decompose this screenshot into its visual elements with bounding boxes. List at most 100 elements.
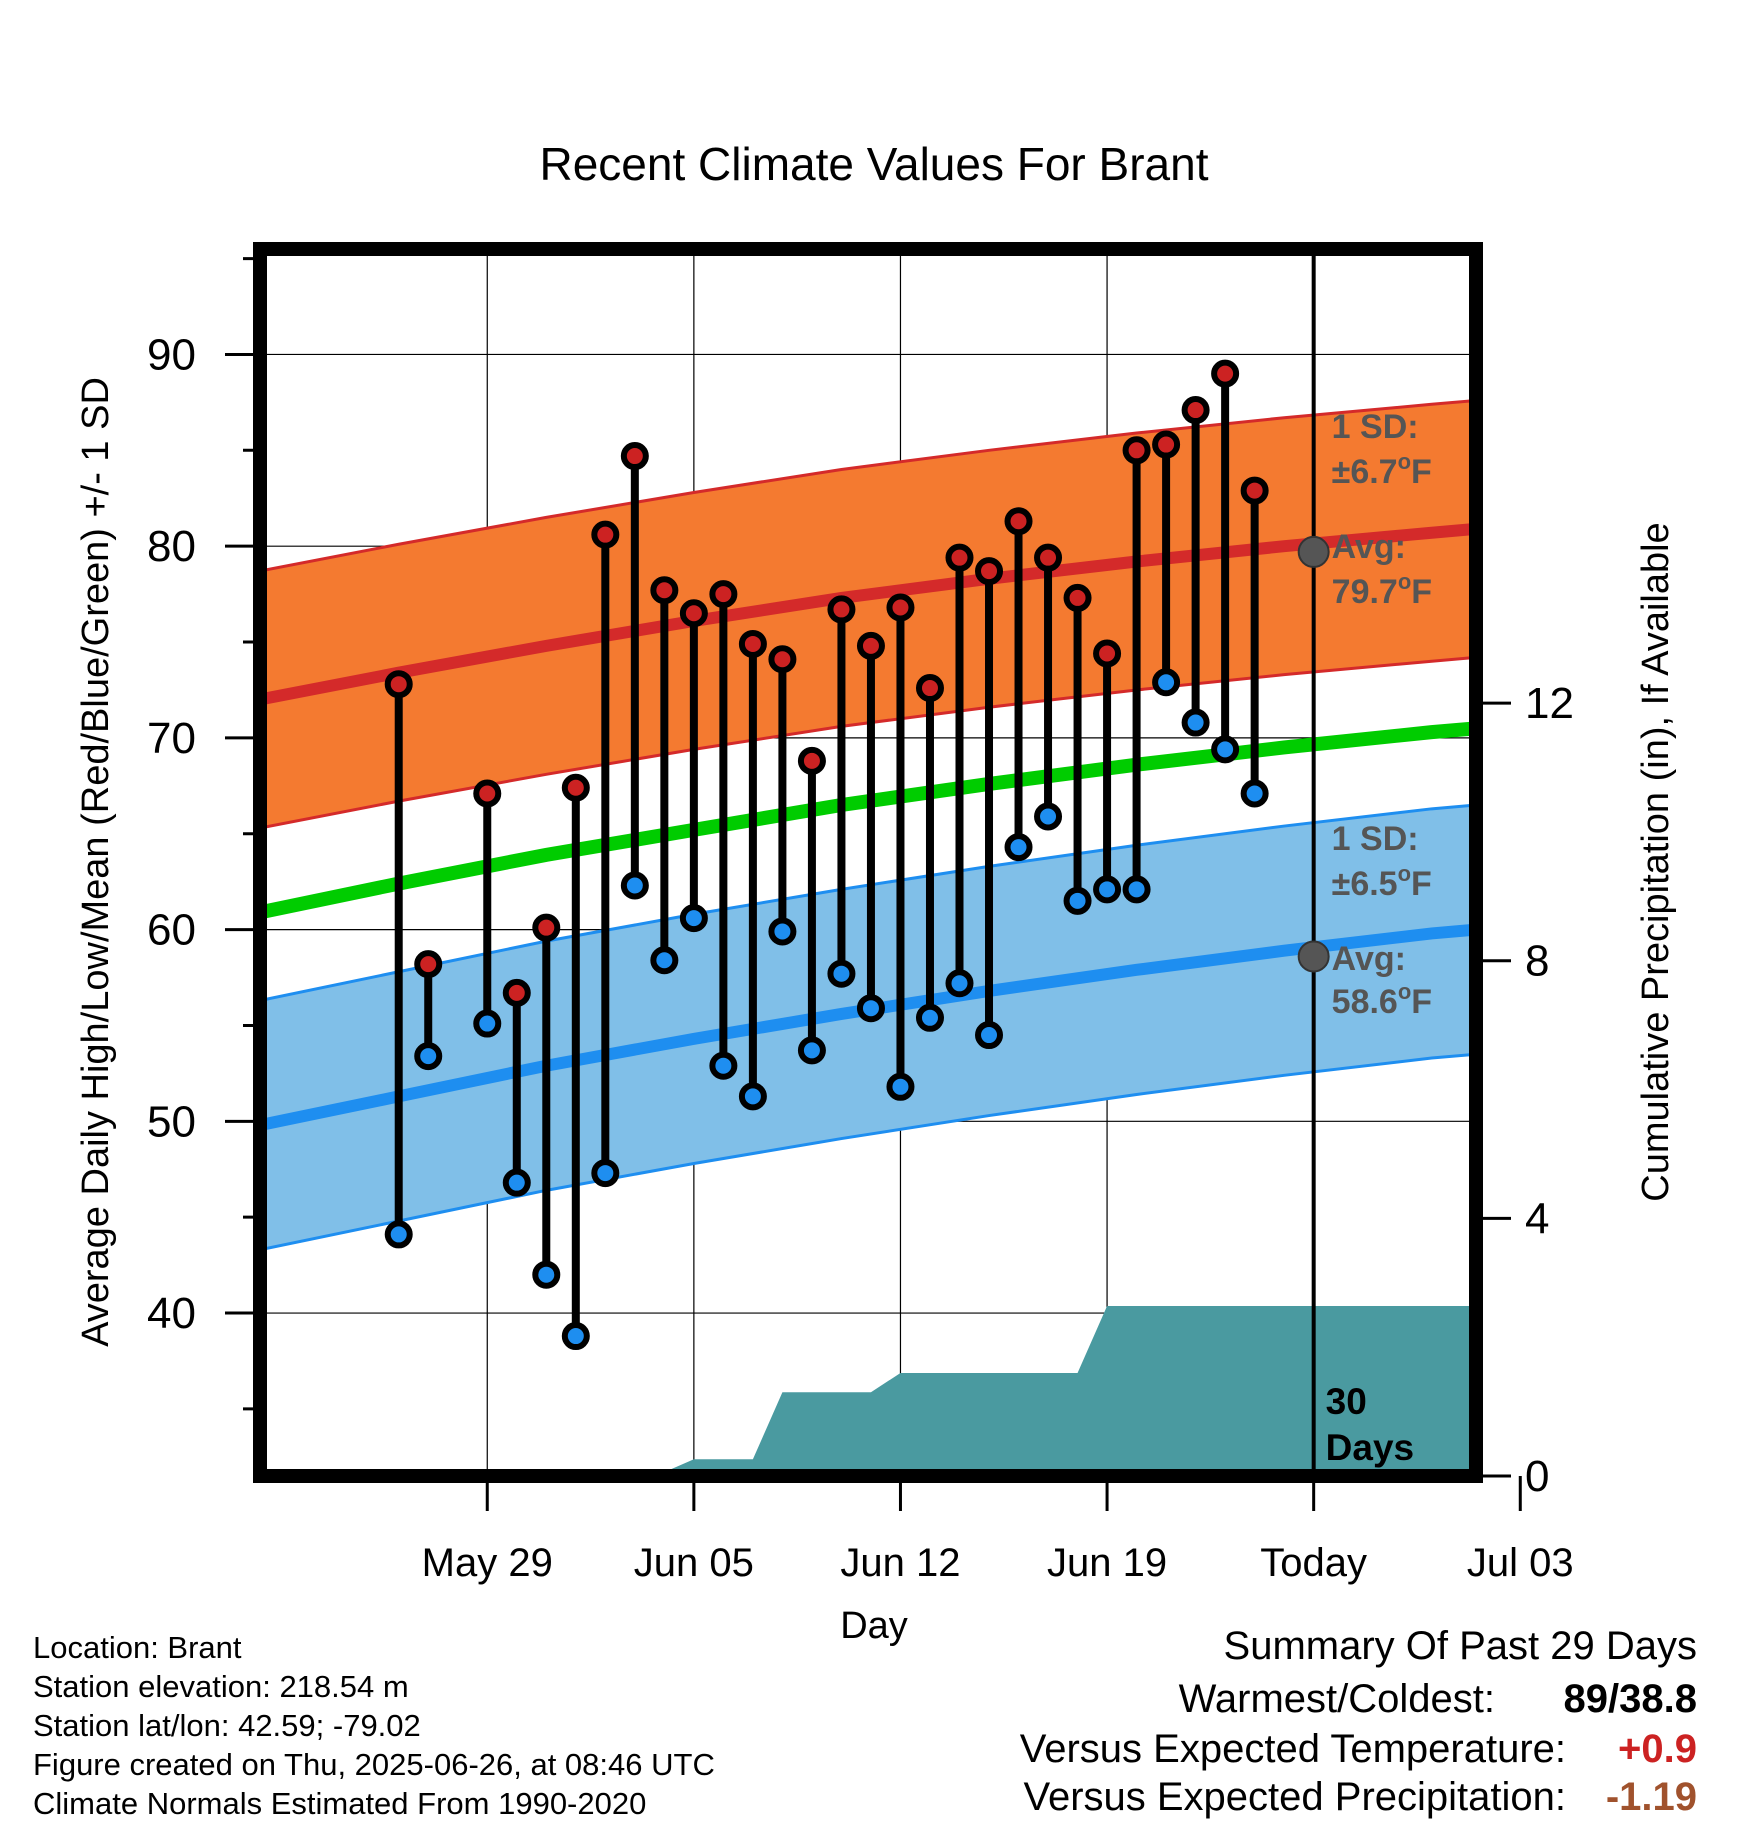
today-low-avg-marker	[1297, 940, 1330, 973]
high-avg-annotation-degree: o	[1398, 569, 1411, 594]
daily-low-point	[975, 1021, 1004, 1050]
station-latlon: Station lat/lon: 42.59; -79.02	[33, 1708, 421, 1743]
daily-high-point	[945, 543, 974, 572]
x-tick-label: Jun 05	[634, 1541, 754, 1585]
daily-low-point	[915, 1003, 944, 1032]
daily-low-point	[1004, 833, 1033, 862]
temp-vs-expected-label: Versus Expected Temperature:	[1020, 1727, 1566, 1771]
x-tick-label: Today	[1260, 1541, 1367, 1585]
low-avg-line	[260, 923, 1476, 1132]
daily-low-point	[679, 904, 708, 933]
x-tick-label: Jul 03	[1467, 1541, 1574, 1585]
precip-vs-expected-value: -1.19	[1606, 1775, 1697, 1819]
daily-low-point	[650, 946, 679, 975]
high-sd-annotation-line2: ±6.7oF	[1332, 449, 1432, 491]
daily-high-point	[709, 580, 738, 609]
daily-high-point	[1122, 436, 1151, 465]
daily-low-point	[1122, 875, 1151, 904]
daily-low-point	[620, 871, 649, 900]
plot-frame	[253, 242, 1483, 1483]
normal-bands	[260, 398, 1476, 1252]
daily-high-point	[384, 670, 413, 699]
daily-high-point	[561, 773, 590, 802]
daily-low-point	[1093, 875, 1122, 904]
high-sd-band-lower	[260, 655, 1476, 830]
chart-title: Recent Climate Values For Brant	[540, 138, 1209, 190]
y-tick-label: 60	[147, 906, 196, 955]
window-days-line2: Days	[1326, 1427, 1414, 1468]
high-sd-annotation-degree: o	[1398, 449, 1411, 474]
high-avg-line	[260, 522, 1476, 706]
high-sd-annotation-line1: 1 SD:	[1332, 408, 1419, 446]
daily-high-point	[1240, 476, 1269, 505]
station-elevation: Station elevation: 218.54 m	[33, 1669, 409, 1704]
daily-high-point	[856, 631, 885, 660]
daily-low-point	[414, 1042, 443, 1071]
daily-high-point	[1034, 543, 1063, 572]
daily-high-point	[502, 978, 531, 1007]
warmest-value: 89/38.8	[1564, 1677, 1697, 1721]
daily-high-point	[1093, 639, 1122, 668]
figure-created: Figure created on Thu, 2025-06-26, at 08…	[33, 1747, 715, 1782]
daily-low-point	[1063, 886, 1092, 915]
y-tick-label: 50	[147, 1097, 196, 1146]
daily-low-point	[827, 959, 856, 988]
daily-high-point	[1004, 507, 1033, 536]
daily-low-point	[738, 1082, 767, 1111]
precip-area	[260, 1305, 1476, 1476]
daily-high-point	[768, 645, 797, 674]
x-tick-label: May 29	[422, 1541, 553, 1585]
station-location: Location: Brant	[33, 1630, 242, 1665]
y-right-tick-label: 4	[1525, 1194, 1549, 1243]
daily-high-point	[532, 913, 561, 942]
daily-series	[384, 359, 1269, 1351]
low-avg-annotation-line1: Avg:	[1332, 940, 1406, 978]
daily-low-point	[886, 1072, 915, 1101]
daily-low-point	[384, 1220, 413, 1249]
daily-low-point	[856, 994, 885, 1023]
daily-low-point	[591, 1159, 620, 1188]
high-sd-band	[260, 400, 1476, 828]
x-tick-label: Jun 12	[840, 1541, 960, 1585]
low-avg-annotation-degree: o	[1398, 979, 1411, 1004]
mean-avg-line	[260, 721, 1476, 920]
daily-low-point	[1152, 668, 1181, 697]
daily-high-point	[679, 599, 708, 628]
low-avg-annotation-unit: F	[1411, 983, 1432, 1021]
daily-low-point	[1034, 802, 1063, 831]
window-days-line1: 30	[1326, 1381, 1367, 1422]
summary-panel: Summary Of Past 29 Days Warmest/Coldest:…	[1020, 1624, 1697, 1819]
y-tick-label: 90	[147, 330, 196, 379]
daily-high-point	[1211, 359, 1240, 388]
daily-low-point	[945, 969, 974, 998]
daily-high-point	[827, 595, 856, 624]
high-sd-annotation-unit: F	[1411, 453, 1432, 491]
daily-low-point	[768, 917, 797, 946]
daily-low-point	[709, 1051, 738, 1080]
daily-low-point	[1211, 735, 1240, 764]
summary-title: Summary Of Past 29 Days	[1224, 1624, 1697, 1668]
daily-high-point	[473, 779, 502, 808]
station-info: Location: Brant Station elevation: 218.5…	[33, 1630, 715, 1821]
daily-high-point	[886, 593, 915, 622]
daily-low-point	[473, 1009, 502, 1038]
daily-low-point	[797, 1036, 826, 1065]
daily-high-point	[620, 442, 649, 471]
daily-low-point	[502, 1168, 531, 1197]
daily-high-point	[650, 576, 679, 605]
y-tick-label: 80	[147, 522, 196, 571]
temp-vs-expected-value: +0.9	[1618, 1727, 1697, 1771]
y-axis-label: Average Daily High/Low/Mean (Red/Blue/Gr…	[75, 377, 117, 1347]
daily-high-point	[414, 950, 443, 979]
axes: 40 50 60 70 80 90 0 4 8 12 May 29 Jun 05 Jun 12 Jun 1…	[147, 257, 1574, 1585]
daily-low-point	[1240, 779, 1269, 808]
low-avg-annotation-line2: 58.6oF	[1332, 979, 1432, 1021]
y-right-tick-label: 12	[1525, 679, 1574, 728]
daily-high-point	[975, 557, 1004, 586]
daily-high-point	[797, 746, 826, 775]
low-sd-band-lower	[260, 1052, 1476, 1252]
today-high-avg-marker	[1297, 535, 1330, 568]
high-avg-annotation-unit: F	[1411, 573, 1432, 611]
